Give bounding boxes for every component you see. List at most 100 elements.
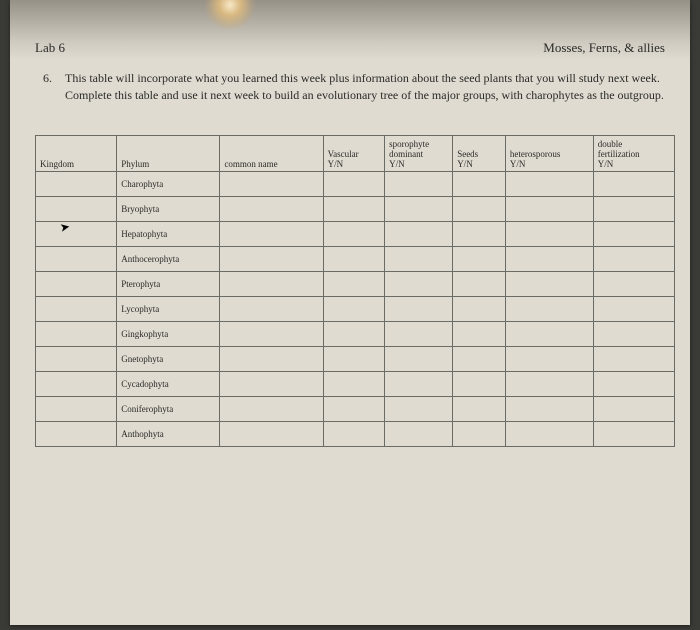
question-text: This table will incorporate what you lea… xyxy=(65,71,664,102)
cell-seeds xyxy=(453,371,506,396)
cell-seeds xyxy=(453,246,506,271)
col-header-hetero: heterosporousY/N xyxy=(505,135,593,171)
cell-sporo xyxy=(385,271,453,296)
cell-phylum: Anthocerophyta xyxy=(117,246,220,271)
table-row: Anthophyta xyxy=(36,421,675,446)
page-title: Mosses, Ferns, & allies xyxy=(543,40,665,56)
cell-common xyxy=(220,196,323,221)
cell-kingdom xyxy=(36,246,117,271)
cell-kingdom xyxy=(36,196,117,221)
cell-vascular xyxy=(323,321,384,346)
cell-phylum: Charophyta xyxy=(117,171,220,196)
cell-sporo xyxy=(385,396,453,421)
cell-double xyxy=(593,346,674,371)
cell-double xyxy=(593,171,674,196)
classification-table: KingdomPhylumcommon nameVascularY/Nsporo… xyxy=(35,135,675,447)
table-row: Pterophyta xyxy=(36,271,675,296)
table-row: Lycophyta xyxy=(36,296,675,321)
cell-common xyxy=(220,296,323,321)
cell-hetero xyxy=(505,171,593,196)
table-header-row: KingdomPhylumcommon nameVascularY/Nsporo… xyxy=(36,135,675,171)
table-body: CharophytaBryophytaHepatophytaAnthocerop… xyxy=(36,171,675,446)
cell-seeds xyxy=(453,221,506,246)
cell-phylum: Gnetophyta xyxy=(117,346,220,371)
page-header: Lab 6 Mosses, Ferns, & allies xyxy=(35,40,665,56)
cell-kingdom xyxy=(36,171,117,196)
cell-seeds xyxy=(453,196,506,221)
cell-seeds xyxy=(453,396,506,421)
cell-double xyxy=(593,321,674,346)
cell-common xyxy=(220,421,323,446)
cell-phylum: Cycadophyta xyxy=(117,371,220,396)
cell-common xyxy=(220,271,323,296)
table-row: Cycadophyta xyxy=(36,371,675,396)
cell-vascular xyxy=(323,196,384,221)
content-area: Lab 6 Mosses, Ferns, & allies 6. This ta… xyxy=(35,40,665,447)
cell-seeds xyxy=(453,346,506,371)
question-block: 6. This table will incorporate what you … xyxy=(65,70,665,105)
cell-sporo xyxy=(385,321,453,346)
cell-hetero xyxy=(505,421,593,446)
cell-double xyxy=(593,196,674,221)
question-number: 6. xyxy=(43,70,52,87)
cell-vascular xyxy=(323,296,384,321)
col-header-vascular: VascularY/N xyxy=(323,135,384,171)
cell-phylum: Anthophyta xyxy=(117,421,220,446)
cell-double xyxy=(593,221,674,246)
table-row: Gnetophyta xyxy=(36,346,675,371)
cell-seeds xyxy=(453,296,506,321)
cell-phylum: Hepatophyta xyxy=(117,221,220,246)
worksheet-page: Lab 6 Mosses, Ferns, & allies 6. This ta… xyxy=(10,0,690,625)
cell-double xyxy=(593,371,674,396)
cell-hetero xyxy=(505,296,593,321)
cell-phylum: Bryophyta xyxy=(117,196,220,221)
col-header-kingdom: Kingdom xyxy=(36,135,117,171)
cell-common xyxy=(220,396,323,421)
cell-sporo xyxy=(385,171,453,196)
cell-double xyxy=(593,246,674,271)
col-header-double: doublefertilizationY/N xyxy=(593,135,674,171)
cell-common xyxy=(220,346,323,371)
cell-vascular xyxy=(323,221,384,246)
cell-sporo xyxy=(385,371,453,396)
table-row: Gingkophyta xyxy=(36,321,675,346)
cell-double xyxy=(593,296,674,321)
table-head: KingdomPhylumcommon nameVascularY/Nsporo… xyxy=(36,135,675,171)
cell-common xyxy=(220,246,323,271)
cell-kingdom xyxy=(36,396,117,421)
cell-vascular xyxy=(323,271,384,296)
cell-double xyxy=(593,271,674,296)
cell-vascular xyxy=(323,246,384,271)
cell-sporo xyxy=(385,196,453,221)
cell-common xyxy=(220,171,323,196)
cell-kingdom xyxy=(36,421,117,446)
cell-seeds xyxy=(453,271,506,296)
table-row: Charophyta xyxy=(36,171,675,196)
cell-vascular xyxy=(323,421,384,446)
table-row: Bryophyta xyxy=(36,196,675,221)
table-row: Hepatophyta xyxy=(36,221,675,246)
lamp-glare xyxy=(205,0,255,30)
cell-phylum: Coniferophyta xyxy=(117,396,220,421)
cell-sporo xyxy=(385,246,453,271)
cell-common xyxy=(220,321,323,346)
cell-vascular xyxy=(323,396,384,421)
cell-phylum: Pterophyta xyxy=(117,271,220,296)
cell-double xyxy=(593,396,674,421)
col-header-common: common name xyxy=(220,135,323,171)
cell-seeds xyxy=(453,421,506,446)
cell-seeds xyxy=(453,321,506,346)
cell-common xyxy=(220,371,323,396)
cell-kingdom xyxy=(36,346,117,371)
cell-phylum: Lycophyta xyxy=(117,296,220,321)
cell-vascular xyxy=(323,346,384,371)
cell-vascular xyxy=(323,171,384,196)
cell-sporo xyxy=(385,296,453,321)
cell-hetero xyxy=(505,271,593,296)
cell-sporo xyxy=(385,346,453,371)
col-header-phylum: Phylum xyxy=(117,135,220,171)
cell-sporo xyxy=(385,421,453,446)
cell-kingdom xyxy=(36,321,117,346)
cell-hetero xyxy=(505,221,593,246)
lab-label: Lab 6 xyxy=(35,40,65,56)
